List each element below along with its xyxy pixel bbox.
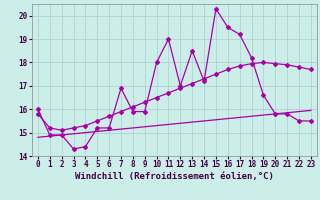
X-axis label: Windchill (Refroidissement éolien,°C): Windchill (Refroidissement éolien,°C) [75, 172, 274, 181]
